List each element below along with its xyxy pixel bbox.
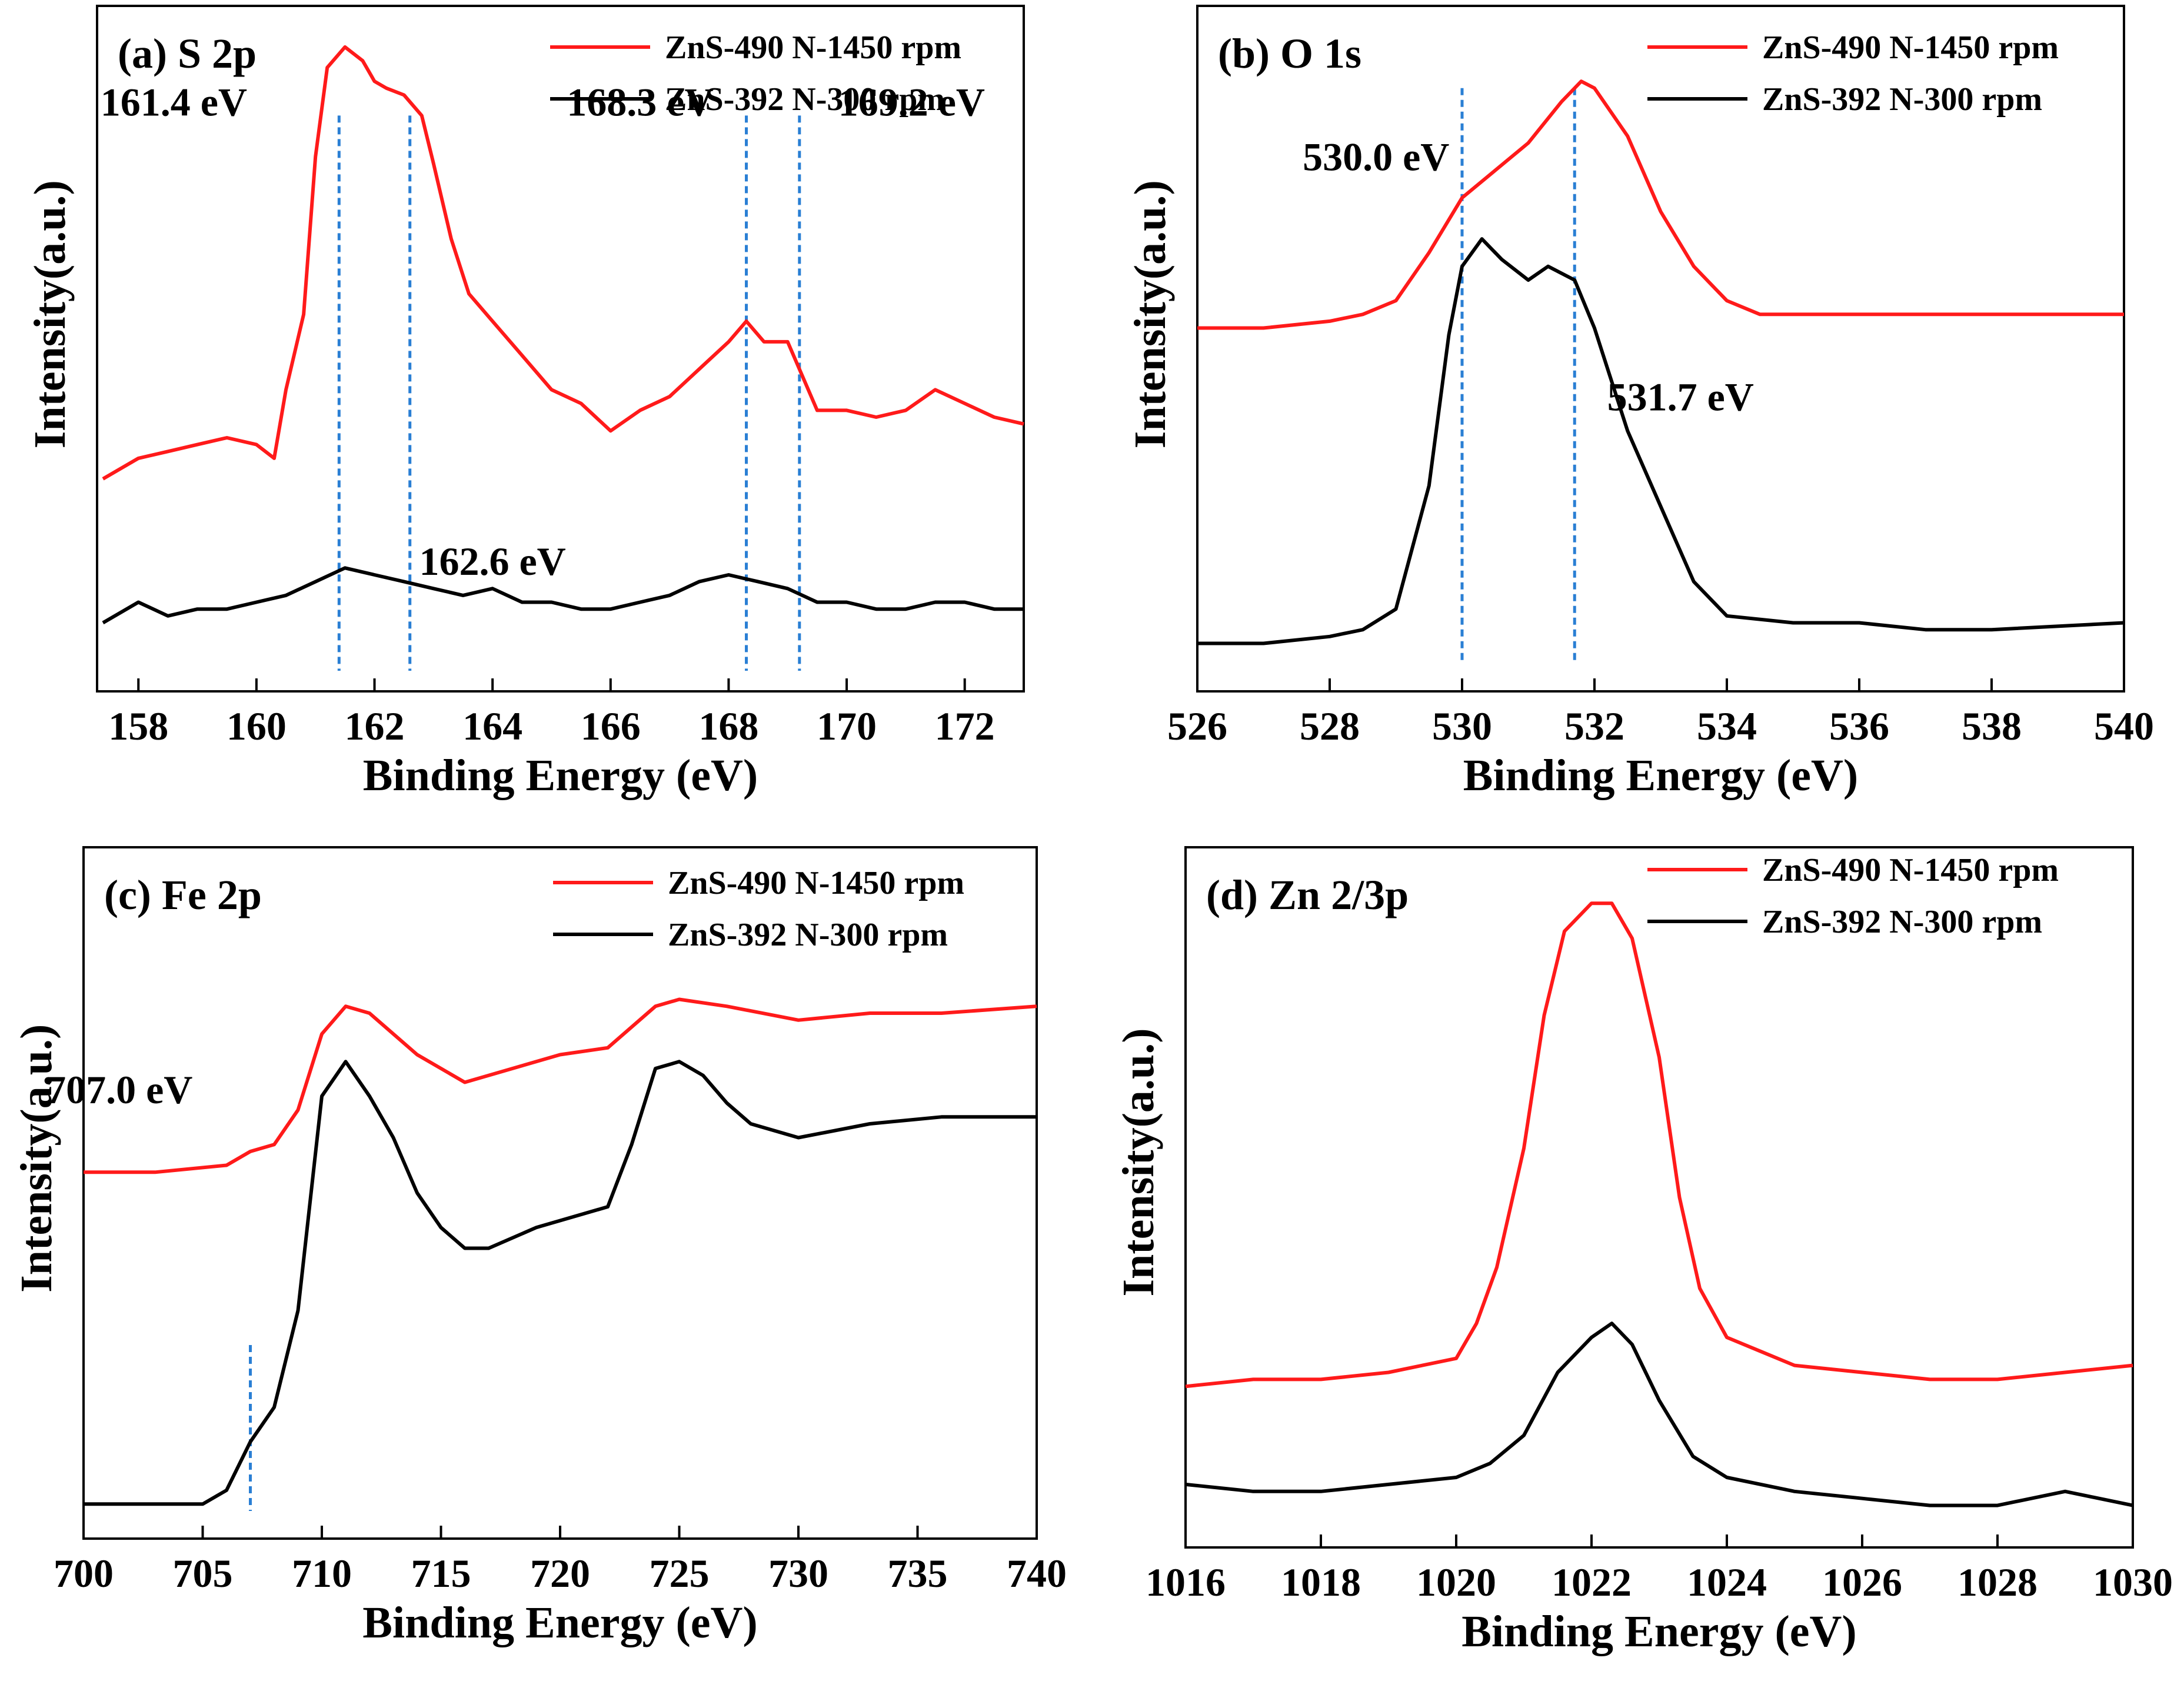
y-axis-label: Intensity(a.u.): [12, 1024, 61, 1293]
peak-annotation: 162.6 eV: [419, 539, 565, 584]
x-tick-label: 720: [530, 1551, 590, 1596]
peak-annotation: 531.7 eV: [1607, 374, 1754, 419]
x-tick-label: 528: [1300, 704, 1360, 748]
peak-annotation: 530.0 eV: [1303, 135, 1449, 179]
x-tick-label: 1024: [1687, 1560, 1767, 1605]
x-tick-label: 164: [462, 704, 522, 748]
x-tick-label: 1022: [1552, 1560, 1632, 1605]
x-tick-label: 1026: [1822, 1560, 1902, 1605]
x-tick-label: 538: [1962, 704, 2022, 748]
x-tick-label: 1016: [1146, 1560, 1226, 1605]
series-line-zns-392-n-300-rpm: [102, 566, 1024, 625]
x-tick-label: 172: [935, 704, 995, 748]
x-tick-label: 534: [1697, 704, 1757, 748]
legend-entry: ZnS-490 N-1450 rpm: [668, 865, 964, 901]
series-line-zns-490-n-1450-rpm: [1185, 901, 2133, 1389]
x-axis-label: Binding Energy (eV): [1461, 1607, 1856, 1656]
x-tick-label: 526: [1167, 704, 1227, 748]
x-tick-label: 162: [344, 704, 404, 748]
peak-annotation: 169.2 eV: [838, 79, 985, 124]
x-tick-label: 532: [1564, 704, 1624, 748]
series-line-zns-490-n-1450-rpm: [84, 997, 1037, 1174]
x-tick-label: 166: [581, 704, 641, 748]
x-tick-label: 168: [698, 704, 758, 748]
panel-b: 526 528 530 532 534 536 538 540 Binding Energy (…: [1126, 5, 2154, 800]
x-tick-label: 170: [817, 704, 877, 748]
x-tick-label: 715: [411, 1551, 471, 1596]
panel-title: (c) Fe 2p: [104, 871, 262, 918]
x-tick-label: 730: [768, 1551, 828, 1596]
x-tick-label: 1030: [2093, 1560, 2173, 1605]
x-tick-label: 725: [650, 1551, 710, 1596]
panel-title: (a) S 2p: [118, 30, 257, 77]
x-tick-label: 740: [1007, 1551, 1067, 1596]
x-axis-label: Binding Energy (eV): [363, 751, 758, 800]
series-line-zns-392-n-300-rpm: [1185, 1321, 2133, 1507]
x-tick-label: 700: [54, 1551, 114, 1596]
x-tick-label: 1028: [1957, 1560, 2037, 1605]
plot-frame: [1184, 846, 2134, 1549]
legend-entry: ZnS-490 N-1450 rpm: [1762, 29, 2059, 66]
x-tick-label: 158: [108, 704, 168, 748]
peak-annotation: 168.3 eV: [567, 79, 713, 124]
x-tick-label: 540: [2094, 704, 2154, 748]
x-tick-label: 1020: [1416, 1560, 1496, 1605]
series-line-zns-392-n-300-rpm: [84, 1060, 1037, 1506]
y-axis-label: Intensity(a.u.): [25, 180, 75, 448]
legend-entry: ZnS-392 N-300 rpm: [1762, 81, 2042, 118]
legend-entry: ZnS-392 N-300 rpm: [1762, 904, 2042, 940]
series-line-zns-490-n-1450-rpm: [102, 45, 1024, 481]
x-tick-label: 160: [227, 704, 287, 748]
plot-frame: [96, 5, 1025, 693]
peak-annotation: 707.0 eV: [46, 1067, 192, 1112]
x-tick-label: 530: [1432, 704, 1492, 748]
plot-frame: [1196, 5, 2125, 693]
x-tick-label: 536: [1829, 704, 1889, 748]
x-tick-label: 710: [292, 1551, 352, 1596]
panel-c: 700 705 710 715 720 725 730 735 740 Binding Energ…: [12, 846, 1067, 1647]
panel-d: 1016 1018 1020 1022 1024 1026 1028 1030 Binding …: [1114, 846, 2173, 1656]
x-tick-label: 705: [173, 1551, 233, 1596]
series-line-zns-490-n-1450-rpm: [1197, 79, 2124, 330]
x-axis-label: Binding Energy (eV): [362, 1598, 757, 1647]
y-axis-label: Intensity(a.u.): [1114, 1028, 1163, 1296]
panel-title: (b) O 1s: [1218, 30, 1361, 77]
series-line-zns-392-n-300-rpm: [1197, 237, 2125, 645]
peak-annotation: 161.4 eV: [101, 79, 247, 124]
legend-entry: ZnS-392 N-300 rpm: [668, 917, 948, 953]
panel-a: 158 160 162 164 166 168 170 172 Binding Energy (…: [25, 5, 1025, 800]
legend-entry: ZnS-490 N-1450 rpm: [665, 29, 961, 66]
x-tick-label: 1018: [1281, 1560, 1361, 1605]
panel-title: (d) Zn 2/3p: [1206, 871, 1409, 918]
x-axis-label: Binding Energy (eV): [1463, 751, 1858, 800]
x-tick-label: 735: [888, 1551, 948, 1596]
legend-entry: ZnS-490 N-1450 rpm: [1762, 852, 2059, 888]
y-axis-label: Intensity(a.u.): [1126, 180, 1175, 448]
legend-entry: ZnS-392 N-300 rpm: [665, 81, 945, 118]
